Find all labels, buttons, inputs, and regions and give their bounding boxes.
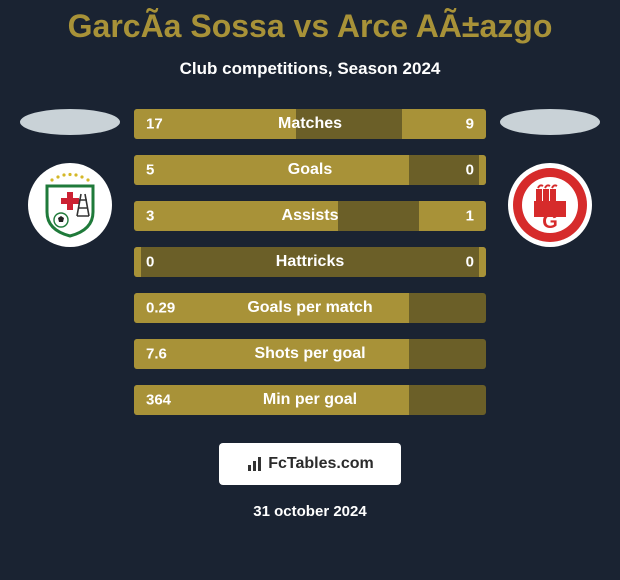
stat-bar-right: [479, 247, 486, 277]
stat-label: Min per goal: [263, 391, 357, 409]
stat-value-right: 9: [466, 116, 474, 133]
stat-label: Goals: [288, 161, 332, 179]
branding-box[interactable]: FcTables.com: [219, 443, 401, 485]
stat-bar-right: [419, 201, 486, 231]
stat-bar-left: [134, 155, 409, 185]
left-team-col: [20, 109, 120, 247]
guabira-badge: G: [508, 163, 592, 247]
stat-value-right: 1: [466, 208, 474, 225]
stat-row: 3 Assists 1: [134, 201, 486, 231]
branding-text: FcTables.com: [268, 455, 374, 473]
svg-text:G: G: [542, 211, 558, 233]
stat-row: 364 Min per goal: [134, 385, 486, 415]
date-text: 31 october 2024: [0, 503, 620, 520]
stat-bar-left: [134, 247, 141, 277]
stats-column: 17 Matches 9 5 Goals 0 3 Assists 1 0 Hattricks 0 0.2…: [134, 109, 486, 431]
stat-value-left: 3: [146, 208, 154, 225]
oriente-petrolero-logo-icon: [35, 170, 105, 240]
stat-value-left: 7.6: [146, 346, 167, 363]
stat-row: 0.29 Goals per match: [134, 293, 486, 323]
stat-row: 7.6 Shots per goal: [134, 339, 486, 369]
oriente-petrolero-badge: [28, 163, 112, 247]
stat-label: Goals per match: [247, 299, 372, 317]
guabira-logo-icon: G: [511, 166, 589, 244]
page-title: GarcÃ­a Sossa vs Arce AÃ±azgo: [0, 8, 620, 45]
stat-value-left: 0.29: [146, 300, 175, 317]
stat-label: Matches: [278, 115, 342, 133]
left-ellipse: [20, 109, 120, 135]
stat-row: 17 Matches 9: [134, 109, 486, 139]
stat-value-left: 0: [146, 254, 154, 271]
stat-label: Hattricks: [276, 253, 344, 271]
stat-row: 5 Goals 0: [134, 155, 486, 185]
stat-value-left: 364: [146, 392, 171, 409]
right-ellipse: [500, 109, 600, 135]
stat-value-left: 17: [146, 116, 163, 133]
right-team-col: G: [500, 109, 600, 247]
stat-label: Assists: [282, 207, 339, 225]
stat-value-right: 0: [466, 254, 474, 271]
subtitle: Club competitions, Season 2024: [0, 59, 620, 79]
stat-bar-right: [479, 155, 486, 185]
stat-value-left: 5: [146, 162, 154, 179]
content-row: 17 Matches 9 5 Goals 0 3 Assists 1 0 Hattricks 0 0.2…: [0, 109, 620, 431]
stat-row: 0 Hattricks 0: [134, 247, 486, 277]
fctables-chart-icon: [246, 455, 264, 473]
stat-label: Shots per goal: [254, 345, 365, 363]
stat-value-right: 0: [466, 162, 474, 179]
comparison-card: GarcÃ­a Sossa vs Arce AÃ±azgo Club compe…: [0, 0, 620, 580]
